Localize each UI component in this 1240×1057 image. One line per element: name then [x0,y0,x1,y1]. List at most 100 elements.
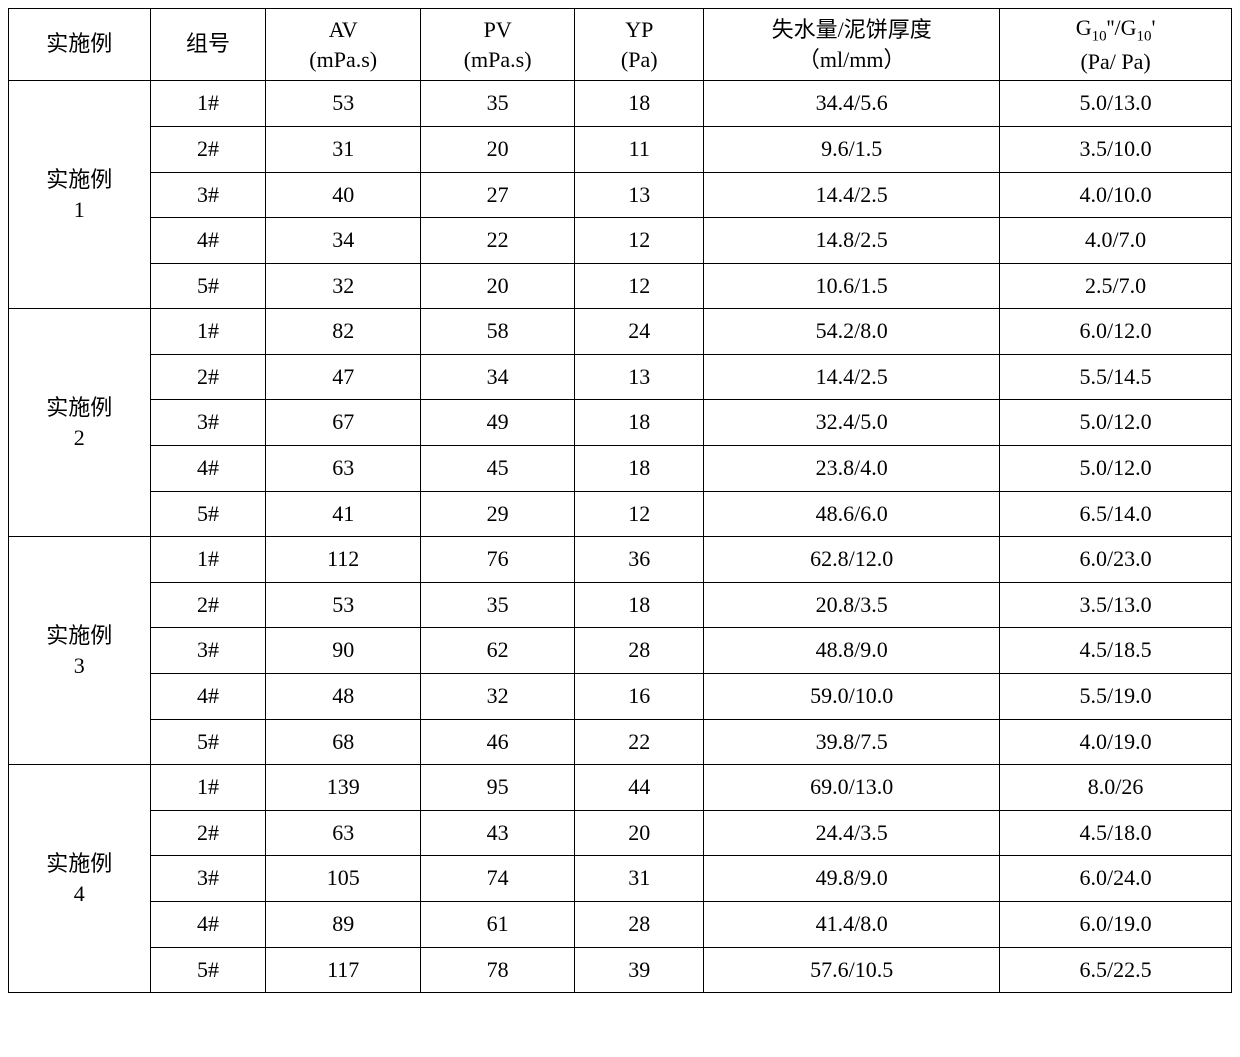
example-label: 实施例3 [13,621,146,680]
pv-cell: 78 [420,947,574,993]
water-cell: 49.8/9.0 [704,856,1000,902]
g-cell: 4.0/7.0 [1000,218,1232,264]
av-cell: 89 [266,902,420,948]
header-pv: PV(mPa.s) [420,9,574,81]
g-cell: 6.5/22.5 [1000,947,1232,993]
av-cell: 41 [266,491,420,537]
g-cell: 5.5/19.0 [1000,674,1232,720]
yp-cell: 18 [575,582,704,628]
pv-cell: 35 [420,582,574,628]
water-cell: 20.8/3.5 [704,582,1000,628]
group-cell: 5# [150,263,266,309]
yp-cell: 28 [575,902,704,948]
pv-cell: 49 [420,400,574,446]
example-label: 实施例2 [13,393,146,452]
av-cell: 47 [266,354,420,400]
group-cell: 3# [150,628,266,674]
pv-cell: 27 [420,172,574,218]
example-cell: 实施例2 [9,309,151,537]
pv-cell: 61 [420,902,574,948]
water-cell: 14.8/2.5 [704,218,1000,264]
pv-cell: 45 [420,446,574,492]
group-cell: 3# [150,400,266,446]
header-example: 实施例 [9,9,151,81]
header-av-content: AV(mPa.s) [270,15,415,74]
header-g-content: G10''/G10'(Pa/ Pa) [1004,13,1227,76]
g-cell: 4.5/18.5 [1000,628,1232,674]
g-cell: 2.5/7.0 [1000,263,1232,309]
g-cell: 6.0/19.0 [1000,902,1232,948]
yp-cell: 18 [575,446,704,492]
yp-cell: 20 [575,810,704,856]
av-cell: 67 [266,400,420,446]
example-cell: 实施例4 [9,765,151,993]
group-cell: 4# [150,674,266,720]
yp-cell: 11 [575,126,704,172]
yp-cell: 28 [575,628,704,674]
group-cell: 3# [150,172,266,218]
g-cell: 5.0/13.0 [1000,81,1232,127]
group-cell: 2# [150,354,266,400]
g-cell: 5.5/14.5 [1000,354,1232,400]
water-cell: 59.0/10.0 [704,674,1000,720]
group-cell: 4# [150,902,266,948]
av-cell: 32 [266,263,420,309]
av-cell: 48 [266,674,420,720]
pv-cell: 58 [420,309,574,355]
table-row: 5#68462239.8/7.54.0/19.0 [9,719,1232,765]
av-cell: 63 [266,446,420,492]
table-header-row: 实施例 组号 AV(mPa.s)PV(mPa.s)YP(Pa)失水量/泥饼厚度（ml… [9,9,1232,81]
g-cell: 5.0/12.0 [1000,400,1232,446]
table-row: 2#3120119.6/1.53.5/10.0 [9,126,1232,172]
pv-cell: 22 [420,218,574,264]
water-cell: 10.6/1.5 [704,263,1000,309]
table-row: 4#48321659.0/10.05.5/19.0 [9,674,1232,720]
water-cell: 24.4/3.5 [704,810,1000,856]
yp-cell: 18 [575,81,704,127]
group-cell: 5# [150,947,266,993]
table-row: 5#117783957.6/10.56.5/22.5 [9,947,1232,993]
table-row: 4#34221214.8/2.54.0/7.0 [9,218,1232,264]
table-row: 实施例11#53351834.4/5.65.0/13.0 [9,81,1232,127]
yp-cell: 24 [575,309,704,355]
table-body: 实施例 组号 AV(mPa.s)PV(mPa.s)YP(Pa)失水量/泥饼厚度（ml… [9,9,1232,993]
header-group-label: 组号 [186,31,230,56]
group-cell: 1# [150,537,266,583]
header-g: G10''/G10'(Pa/ Pa) [1000,9,1232,81]
av-cell: 63 [266,810,420,856]
table-row: 4#89612841.4/8.06.0/19.0 [9,902,1232,948]
pv-cell: 74 [420,856,574,902]
water-cell: 39.8/7.5 [704,719,1000,765]
g-cell: 5.0/12.0 [1000,446,1232,492]
yp-cell: 36 [575,537,704,583]
header-pv-content: PV(mPa.s) [425,15,570,74]
pv-cell: 29 [420,491,574,537]
table-row: 5#32201210.6/1.52.5/7.0 [9,263,1232,309]
table-row: 实施例31#112763662.8/12.06.0/23.0 [9,537,1232,583]
group-cell: 2# [150,126,266,172]
header-water-content: 失水量/泥饼厚度（ml/mm） [708,15,995,74]
water-cell: 23.8/4.0 [704,446,1000,492]
table-row: 3#40271314.4/2.54.0/10.0 [9,172,1232,218]
header-example-label: 实施例 [46,31,112,56]
yp-cell: 39 [575,947,704,993]
av-cell: 40 [266,172,420,218]
water-cell: 57.6/10.5 [704,947,1000,993]
example-cell: 实施例1 [9,81,151,309]
table-row: 实施例41#139954469.0/13.08.0/26 [9,765,1232,811]
pv-cell: 43 [420,810,574,856]
pv-cell: 35 [420,81,574,127]
table-row: 2#47341314.4/2.55.5/14.5 [9,354,1232,400]
yp-cell: 22 [575,719,704,765]
water-cell: 62.8/12.0 [704,537,1000,583]
table-row: 5#41291248.6/6.06.5/14.0 [9,491,1232,537]
av-cell: 31 [266,126,420,172]
yp-cell: 16 [575,674,704,720]
pv-cell: 20 [420,263,574,309]
g-cell: 6.0/12.0 [1000,309,1232,355]
table-row: 3#105743149.8/9.06.0/24.0 [9,856,1232,902]
water-cell: 14.4/2.5 [704,172,1000,218]
water-cell: 48.8/9.0 [704,628,1000,674]
header-yp: YP(Pa) [575,9,704,81]
pv-cell: 62 [420,628,574,674]
